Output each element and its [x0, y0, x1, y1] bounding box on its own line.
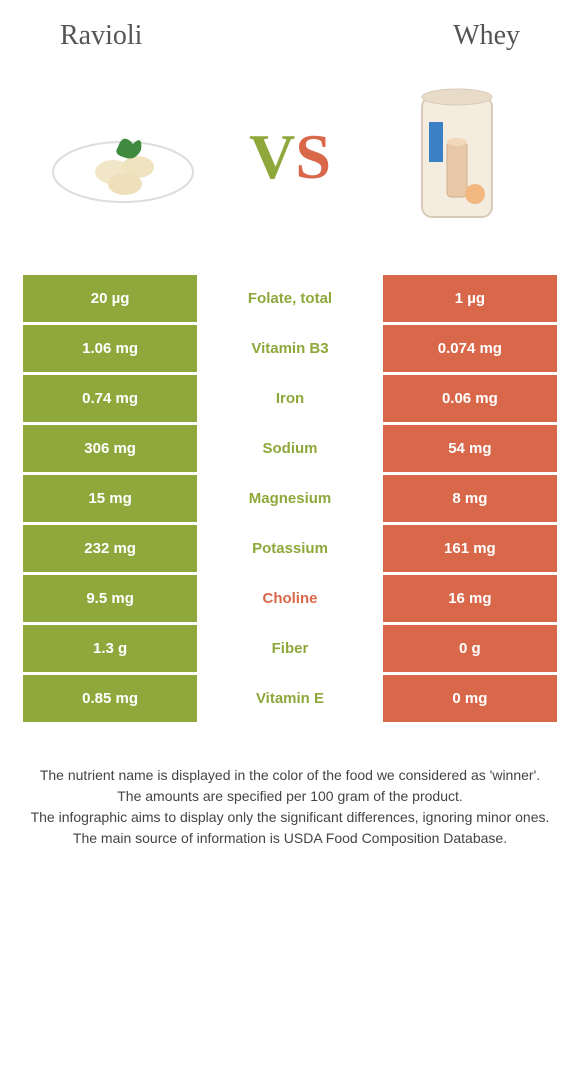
cell-right-value: 0.06 mg: [383, 375, 557, 422]
footer-notes: The nutrient name is displayed in the co…: [20, 765, 560, 849]
nutrient-table: 20 µgFolate, total1 µg1.06 mgVitamin B30…: [20, 272, 560, 725]
cell-right-value: 1 µg: [383, 275, 557, 322]
table-row: 1.06 mgVitamin B30.074 mg: [23, 325, 557, 372]
table-row: 232 mgPotassium161 mg: [23, 525, 557, 572]
food-left-image: [43, 92, 203, 222]
cell-left-value: 15 mg: [23, 475, 197, 522]
cell-right-value: 16 mg: [383, 575, 557, 622]
table-row: 0.85 mgVitamin E0 mg: [23, 675, 557, 722]
header-titles: Ravioli Whey: [20, 20, 560, 52]
table-row: 9.5 mgCholine16 mg: [23, 575, 557, 622]
cell-nutrient-name: Vitamin E: [200, 675, 380, 722]
cell-left-value: 1.3 g: [23, 625, 197, 672]
cell-right-value: 0 mg: [383, 675, 557, 722]
cell-right-value: 0.074 mg: [383, 325, 557, 372]
vs-v-letter: V: [249, 121, 295, 192]
table-row: 15 mgMagnesium8 mg: [23, 475, 557, 522]
cell-nutrient-name: Sodium: [200, 425, 380, 472]
cell-left-value: 0.85 mg: [23, 675, 197, 722]
cell-nutrient-name: Iron: [200, 375, 380, 422]
footer-line-2: The amounts are specified per 100 gram o…: [20, 786, 560, 807]
vs-s-letter: S: [295, 121, 331, 192]
cell-left-value: 20 µg: [23, 275, 197, 322]
cell-left-value: 1.06 mg: [23, 325, 197, 372]
cell-right-value: 0 g: [383, 625, 557, 672]
cell-left-value: 232 mg: [23, 525, 197, 572]
cell-right-value: 8 mg: [383, 475, 557, 522]
food-left-title: Ravioli: [60, 20, 142, 52]
cell-right-value: 54 mg: [383, 425, 557, 472]
cell-nutrient-name: Potassium: [200, 525, 380, 572]
cell-nutrient-name: Vitamin B3: [200, 325, 380, 372]
footer-line-3: The infographic aims to display only the…: [20, 807, 560, 828]
cell-nutrient-name: Magnesium: [200, 475, 380, 522]
cell-nutrient-name: Choline: [200, 575, 380, 622]
cell-left-value: 306 mg: [23, 425, 197, 472]
table-row: 1.3 gFiber0 g: [23, 625, 557, 672]
table-row: 0.74 mgIron0.06 mg: [23, 375, 557, 422]
cell-left-value: 9.5 mg: [23, 575, 197, 622]
cell-left-value: 0.74 mg: [23, 375, 197, 422]
food-right-image: [377, 92, 537, 222]
table-row: 306 mgSodium54 mg: [23, 425, 557, 472]
cell-nutrient-name: Fiber: [200, 625, 380, 672]
table-row: 20 µgFolate, total1 µg: [23, 275, 557, 322]
cell-nutrient-name: Folate, total: [200, 275, 380, 322]
cell-right-value: 161 mg: [383, 525, 557, 572]
vs-label: VS: [249, 120, 331, 194]
footer-line-4: The main source of information is USDA F…: [20, 828, 560, 849]
food-right-title: Whey: [453, 20, 520, 52]
images-row: VS: [20, 72, 560, 242]
footer-line-1: The nutrient name is displayed in the co…: [20, 765, 560, 786]
